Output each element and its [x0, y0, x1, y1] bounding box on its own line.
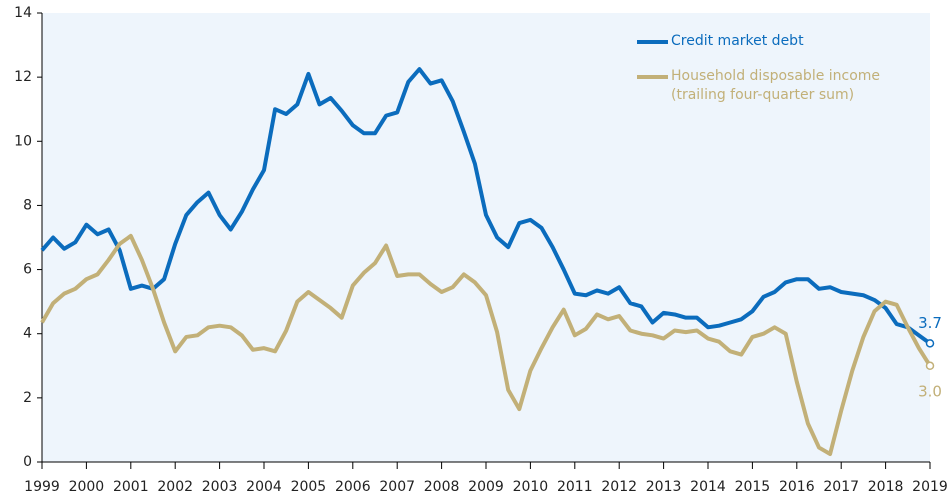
x-tick-label: 2014 [690, 479, 726, 495]
x-tick-label: 2010 [513, 479, 549, 495]
x-tick-label: 2002 [157, 479, 193, 495]
x-tick-label: 2017 [823, 479, 859, 495]
end-label: 3.0 [918, 382, 942, 400]
y-tick-label: 0 [23, 454, 32, 470]
y-tick-label: 10 [14, 133, 32, 149]
end-marker [925, 339, 935, 348]
x-tick-label: 2007 [379, 479, 415, 495]
x-tick-label: 2012 [601, 479, 637, 495]
x-tick-label: 2019 [912, 479, 948, 495]
y-tick-label: 6 [23, 262, 32, 278]
x-tick-label: 2009 [468, 479, 504, 495]
plot-area [42, 13, 930, 462]
x-tick-label: 1999 [24, 479, 60, 495]
end-marker [925, 361, 935, 371]
x-tick-label: 2005 [291, 479, 327, 495]
x-tick-label: 2000 [69, 479, 105, 495]
y-tick-label: 2 [23, 390, 32, 406]
legend-label: Household disposable income (trailing fo… [671, 68, 881, 103]
x-tick-label: 2015 [735, 479, 771, 495]
y-tick-label: 4 [23, 326, 32, 342]
legend-label: Credit market debt [671, 33, 804, 49]
x-tick-label: 2016 [779, 479, 815, 495]
x-tick-label: 2001 [113, 479, 149, 495]
x-tick-label: 2013 [646, 479, 682, 495]
series-line [40, 233, 932, 456]
x-tick-label: 2008 [424, 479, 460, 495]
end-label: 3.7 [918, 314, 942, 332]
x-tick-label: 2004 [246, 479, 282, 495]
x-tick-label: 2018 [868, 479, 904, 495]
x-tick-label: 2006 [335, 479, 371, 495]
y-tick-label: 8 [23, 197, 32, 213]
y-tick-label: 14 [14, 5, 32, 21]
y-tick-label: 12 [14, 69, 32, 85]
series-line [40, 67, 932, 345]
x-tick-label: 2003 [202, 479, 238, 495]
x-tick-label: 2011 [557, 479, 593, 495]
